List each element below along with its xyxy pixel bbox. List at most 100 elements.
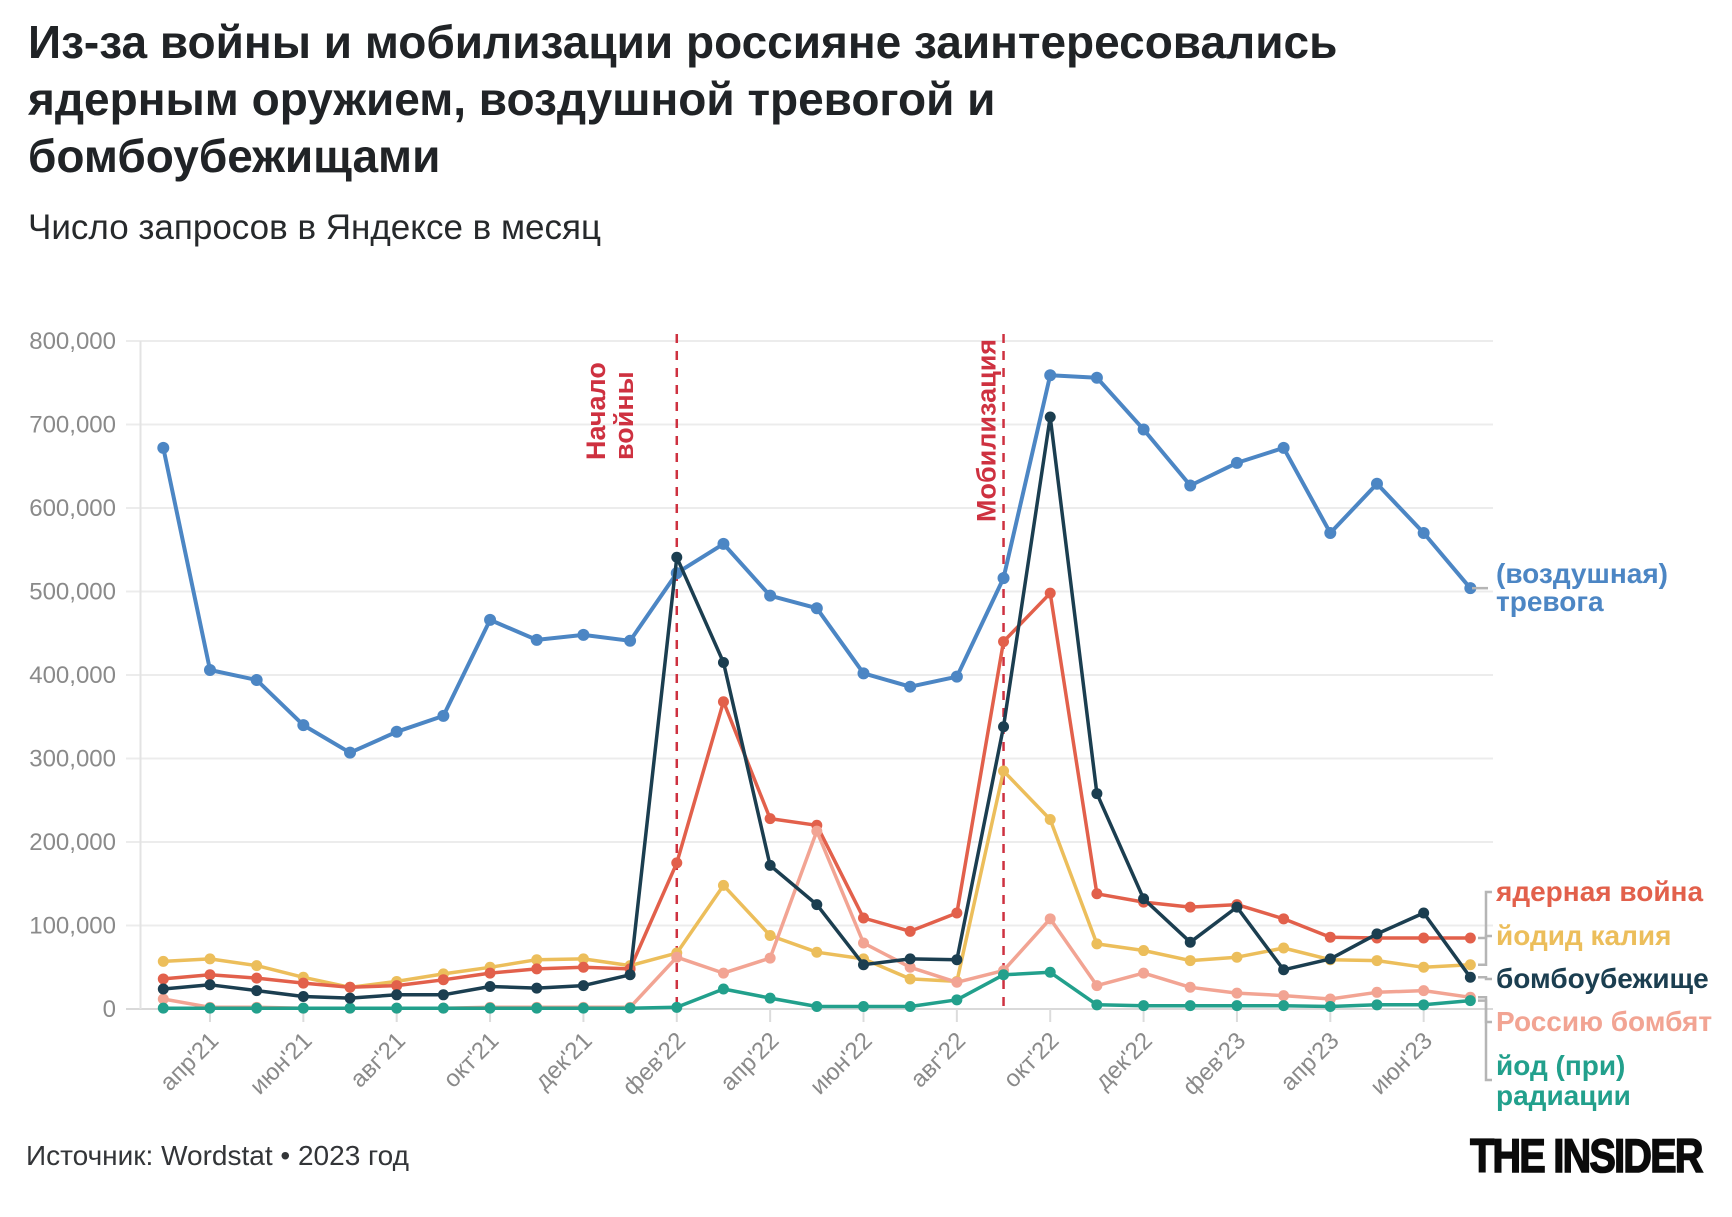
data-point [1324,993,1336,1005]
data-point [624,1002,636,1014]
y-axis-tick-label: 400,000 [29,662,116,689]
data-point [437,974,449,986]
data-point [1464,959,1476,971]
x-axis-tick-label: окт'22 [998,1027,1064,1093]
data-point [811,1000,823,1012]
data-point [1231,1000,1243,1012]
data-point [764,992,776,1004]
data-point [204,979,216,991]
data-point [1371,986,1383,998]
x-axis-tick-label: авг'22 [905,1027,971,1093]
data-point [1278,964,1290,976]
data-point [1044,411,1056,423]
data-point [344,1002,356,1014]
data-point [1464,582,1477,595]
data-point [624,634,637,647]
series-line [161,373,1472,755]
data-point [1231,987,1243,999]
data-point [764,813,776,825]
series-shelter [157,411,1476,1004]
data-point [577,628,590,641]
data-point [1091,788,1103,800]
data-point [1278,942,1290,954]
series-line [163,415,1472,1000]
data-point [998,721,1010,733]
x-axis-tick-label: июн'23 [1365,1027,1438,1100]
data-point [484,613,497,626]
data-point [297,990,309,1002]
data-point [391,989,403,1001]
data-point [157,441,170,454]
data-point [1184,901,1196,913]
data-point [858,912,869,924]
data-point [904,1000,916,1012]
data-point [531,954,543,966]
legend-label-iodine: радиации [1496,1080,1631,1111]
data-point [1230,456,1243,469]
data-point [1090,371,1103,384]
data-point [1324,953,1336,965]
data-point [1091,938,1103,950]
x-axis-tick-label: фев'23 [1178,1027,1252,1101]
annotation-label: Мобилизация [972,339,1002,522]
data-point [1418,999,1430,1011]
data-point [811,825,823,837]
data-point [1231,901,1243,913]
data-point [204,1002,216,1014]
data-point [858,1000,869,1012]
y-axis-tick-label: 500,000 [29,579,116,606]
data-point [577,1002,589,1014]
x-axis-tick-label: июн'21 [245,1027,318,1100]
y-axis-tick-label: 0 [103,996,116,1023]
data-point [251,985,263,997]
data-point [858,937,869,949]
chart-subtitle: Число запросов в Яндексе в месяц [28,208,602,247]
data-point [531,1002,543,1014]
data-point [811,899,823,911]
data-point [344,981,356,993]
data-point [1371,955,1383,967]
data-point [764,589,777,602]
data-point [858,959,869,971]
data-point [904,925,916,937]
data-point [251,960,263,972]
data-point [1278,913,1290,925]
data-point [251,972,263,984]
data-point [1370,477,1383,490]
x-axis-tick-label: дек'22 [1090,1027,1158,1095]
x-axis: апр'21 июн'21 авг'21 окт'21 дек'21 фев'22 апр'… [155,1009,1438,1101]
data-point [531,963,543,975]
legend-label-iodide: йодид калия [1496,920,1671,951]
data-point [717,983,729,995]
legend-label-nuclear: ядерная война [1495,876,1703,907]
y-axis-tick-label: 200,000 [29,829,116,856]
data-point [1418,985,1430,997]
data-point [810,602,823,615]
data-point [1418,907,1430,919]
data-point [1324,931,1336,943]
data-point [671,551,683,563]
data-point [717,967,729,979]
data-point [1371,999,1383,1011]
x-axis-tick-label: июн'22 [805,1027,878,1100]
legend: (воздушная)тревога ядерная война йодид кал… [1472,558,1712,1111]
data-point [717,656,729,668]
data-point [1418,961,1430,973]
data-point [1464,971,1476,983]
data-point [1137,423,1150,436]
data-point [297,719,310,732]
data-point [950,670,963,683]
data-point [1324,1000,1336,1012]
data-point [1277,441,1290,454]
data-point [577,961,589,973]
data-point [998,765,1010,777]
data-point [1138,945,1150,957]
data-point [203,663,216,676]
y-axis-tick-label: 300,000 [29,746,116,773]
series-alarm [157,369,1477,759]
data-point [904,961,916,973]
y-axis-tick-label: 700,000 [29,412,116,439]
legend-label-alarm: тревога [1496,586,1604,617]
